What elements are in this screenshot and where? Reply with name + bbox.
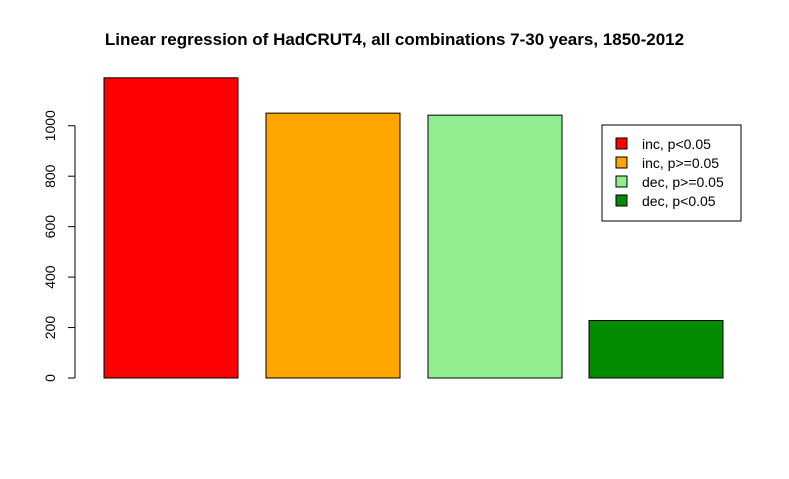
bar-0 (103, 77, 239, 379)
bar-1 (265, 112, 401, 379)
y-tick-label-0: 0 (42, 374, 58, 382)
bar-3 (588, 319, 724, 379)
legend-label-3: dec, p<0.05 (642, 193, 716, 209)
y-axis: 0 200 400 600 800 1000 (42, 110, 76, 382)
y-tick-label-5: 1000 (42, 110, 58, 141)
legend-swatch-0 (615, 137, 628, 150)
legend-swatch-3 (615, 194, 628, 207)
legend: inc, p<0.05 inc, p>=0.05 dec, p>=0.05 dec, … (601, 124, 742, 222)
chart-title: Linear regression of HadCRUT4, all combi… (104, 30, 685, 49)
y-tick-label-2: 400 (42, 265, 58, 289)
legend-swatch-2 (615, 175, 628, 188)
legend-label-0: inc, p<0.05 (642, 136, 711, 152)
bar-2 (427, 114, 563, 379)
y-tick-label-3: 600 (42, 215, 58, 239)
y-tick-label-1: 200 (42, 316, 58, 340)
bars-group (103, 77, 724, 379)
y-tick-label-4: 800 (42, 164, 58, 188)
legend-swatch-1 (615, 156, 628, 169)
legend-label-1: inc, p>=0.05 (642, 155, 719, 171)
legend-label-2: dec, p>=0.05 (642, 174, 724, 190)
